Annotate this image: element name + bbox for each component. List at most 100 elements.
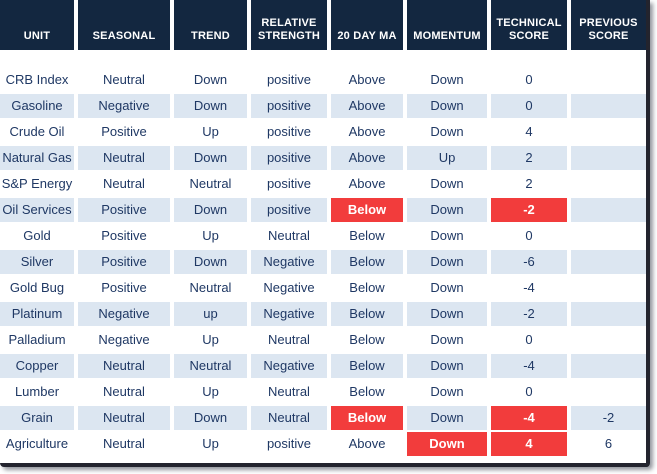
cell-momentum: Down — [407, 406, 487, 430]
header-body-spacer — [0, 52, 646, 66]
cell-previous-score — [571, 250, 646, 274]
cell-trend: Down — [174, 250, 247, 274]
cell-previous-score — [571, 68, 646, 92]
cell-technical-score: -4 — [491, 354, 567, 378]
cell-unit: Natural Gas — [0, 146, 74, 170]
column-header-label: SEASONAL — [92, 30, 156, 42]
cell-seasonal: Neutral — [78, 146, 170, 170]
cell-momentum: Up — [407, 146, 487, 170]
cell-seasonal: Neutral — [78, 380, 170, 404]
cell-relative-strength: positive — [251, 68, 327, 92]
cell-previous-score — [571, 172, 646, 196]
cell-relative-strength: positive — [251, 94, 327, 118]
cell-relative-strength: positive — [251, 172, 327, 196]
cell-trend: Up — [174, 120, 247, 144]
cell-trend: Down — [174, 94, 247, 118]
cell-ma20: Below — [331, 328, 403, 352]
column-header-label: 20 DAY MA — [337, 30, 397, 42]
cell-relative-strength: Neutral — [251, 380, 327, 404]
column-header-label: TECHNICAL SCORE — [496, 17, 562, 42]
cell-unit: S&P Energy — [0, 172, 74, 196]
cell-trend: Up — [174, 432, 247, 456]
cell-relative-strength: Negative — [251, 276, 327, 300]
cell-previous-score: -2 — [571, 406, 646, 430]
column-header-label: PREVIOUS SCORE — [579, 17, 638, 42]
cell-seasonal: Negative — [78, 328, 170, 352]
cell-ma20: Below — [331, 224, 403, 248]
cell-trend: Down — [174, 406, 247, 430]
cell-relative-strength: positive — [251, 146, 327, 170]
cell-ma20: Below — [331, 250, 403, 274]
cell-seasonal: Positive — [78, 276, 170, 300]
cell-unit: Gold Bug — [0, 276, 74, 300]
cell-technical-score: 0 — [491, 328, 567, 352]
cell-previous-score — [571, 120, 646, 144]
cell-momentum: Down — [407, 250, 487, 274]
cell-seasonal: Neutral — [78, 68, 170, 92]
cell-seasonal: Negative — [78, 94, 170, 118]
column-header-20-day-ma: 20 DAY MA — [331, 0, 403, 50]
cell-relative-strength: Neutral — [251, 224, 327, 248]
cell-momentum: Down — [407, 302, 487, 326]
cell-trend: Down — [174, 198, 247, 222]
cell-technical-score: 0 — [491, 224, 567, 248]
cell-momentum: Down — [407, 224, 487, 248]
cell-momentum: Down — [407, 172, 487, 196]
technical-score-table: UNIT SEASONAL TREND RELATIVE STRENGTH 20… — [0, 0, 650, 467]
cell-ma20: Above — [331, 146, 403, 170]
cell-seasonal: Negative — [78, 302, 170, 326]
cell-momentum: Down — [407, 198, 487, 222]
cell-ma20: Above — [331, 432, 403, 456]
cell-seasonal: Neutral — [78, 432, 170, 456]
cell-previous-score — [571, 146, 646, 170]
cell-ma20: Below — [331, 198, 403, 222]
cell-momentum: Down — [407, 328, 487, 352]
cell-previous-score — [571, 276, 646, 300]
cell-ma20: Below — [331, 354, 403, 378]
column-header-momentum: MOMENTUM — [407, 0, 487, 50]
column-header-label: MOMENTUM — [413, 30, 481, 42]
cell-ma20: Below — [331, 380, 403, 404]
cell-previous-score — [571, 94, 646, 118]
cell-unit: Silver — [0, 250, 74, 274]
cell-seasonal: Positive — [78, 120, 170, 144]
cell-ma20: Below — [331, 406, 403, 430]
cell-technical-score: -4 — [491, 276, 567, 300]
cell-technical-score: -6 — [491, 250, 567, 274]
cell-seasonal: Neutral — [78, 406, 170, 430]
column-header-unit: UNIT — [0, 0, 74, 50]
cell-technical-score: 0 — [491, 68, 567, 92]
cell-technical-score: -4 — [491, 406, 567, 430]
cell-ma20: Below — [331, 302, 403, 326]
cell-relative-strength: Negative — [251, 250, 327, 274]
cell-trend: Up — [174, 328, 247, 352]
cell-trend: Neutral — [174, 354, 247, 378]
cell-technical-score: 4 — [491, 120, 567, 144]
cell-momentum: Down — [407, 380, 487, 404]
column-header-technical-score: TECHNICAL SCORE — [491, 0, 567, 50]
cell-seasonal: Positive — [78, 198, 170, 222]
cell-previous-score — [571, 380, 646, 404]
cell-momentum: Down — [407, 276, 487, 300]
cell-unit: Copper — [0, 354, 74, 378]
cell-technical-score: 4 — [491, 432, 567, 456]
cell-unit: Platinum — [0, 302, 74, 326]
column-header-previous-score: PREVIOUS SCORE — [571, 0, 646, 50]
column-header-label: UNIT — [23, 30, 51, 42]
cell-ma20: Above — [331, 68, 403, 92]
cell-unit: Oil Services — [0, 198, 74, 222]
cell-trend: Down — [174, 68, 247, 92]
cell-momentum: Down — [407, 68, 487, 92]
cell-previous-score — [571, 224, 646, 248]
cell-previous-score — [571, 328, 646, 352]
cell-previous-score — [571, 198, 646, 222]
cell-technical-score: 0 — [491, 380, 567, 404]
cell-trend: Up — [174, 380, 247, 404]
cell-trend: Down — [174, 146, 247, 170]
cell-unit: Gasoline — [0, 94, 74, 118]
cell-relative-strength: positive — [251, 198, 327, 222]
cell-ma20: Above — [331, 172, 403, 196]
cell-relative-strength: Neutral — [251, 406, 327, 430]
cell-trend: up — [174, 302, 247, 326]
